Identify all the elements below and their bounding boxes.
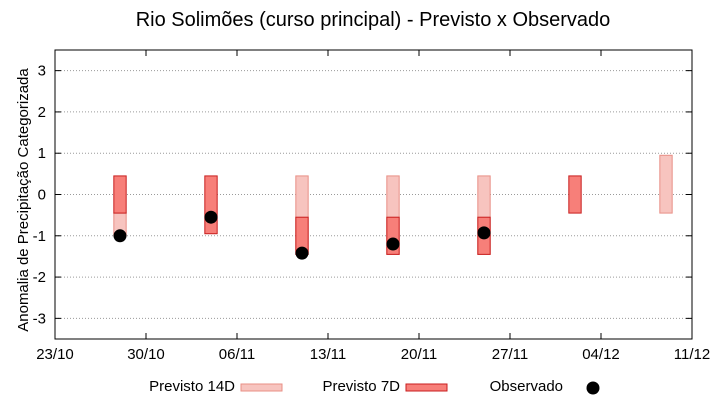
y-tick-label: -3	[33, 310, 46, 327]
legend-swatch	[240, 383, 283, 392]
legend-label: Previsto 14D	[149, 378, 235, 395]
y-tick-label: 3	[38, 63, 46, 80]
observed-point	[386, 237, 400, 251]
x-tick-label: 06/11	[219, 346, 255, 363]
observed-point	[113, 229, 127, 243]
y-tick-label: 0	[38, 187, 46, 204]
range-bar-14d	[659, 154, 673, 214]
y-tick-label: 1	[38, 145, 46, 162]
x-tick-label: 11/12	[674, 346, 710, 363]
legend: Previsto 14D Previsto 7D Observado	[149, 378, 600, 395]
legend-label: Observado	[490, 378, 563, 395]
y-axis-label: Anomalia de Precipitação Categorizada	[15, 68, 32, 332]
observed-point	[204, 210, 218, 224]
chart-title: Rio Solimões (curso principal) - Previst…	[136, 9, 611, 31]
range-bar-7d	[204, 175, 218, 235]
observed-point	[477, 226, 491, 240]
x-tick-label: 30/10	[127, 346, 165, 363]
observed-points	[113, 210, 491, 260]
range-bar-7d	[568, 175, 582, 214]
x-tick-label: 27/11	[492, 346, 528, 363]
y-tick-label: -1	[33, 228, 46, 245]
observed-point	[295, 246, 309, 260]
legend-marker	[586, 381, 600, 395]
y-tick-label: -2	[33, 269, 46, 286]
x-tick-label: 20/11	[401, 346, 437, 363]
x-tick-label: 23/10	[36, 346, 74, 363]
x-tick-label: 04/12	[582, 346, 620, 363]
legend-label: Previsto 7D	[322, 378, 400, 395]
legend-swatch	[405, 383, 448, 392]
axis-ticks: 3 2 1 0 -1 -2 -3 23/10 30/10 06/11 13/11 20/11 27/11…	[33, 50, 710, 363]
range-bar-7d	[113, 175, 127, 214]
x-tick-label: 13/11	[310, 346, 346, 363]
grid-lines	[55, 70, 692, 319]
y-tick-label: 2	[38, 104, 46, 121]
